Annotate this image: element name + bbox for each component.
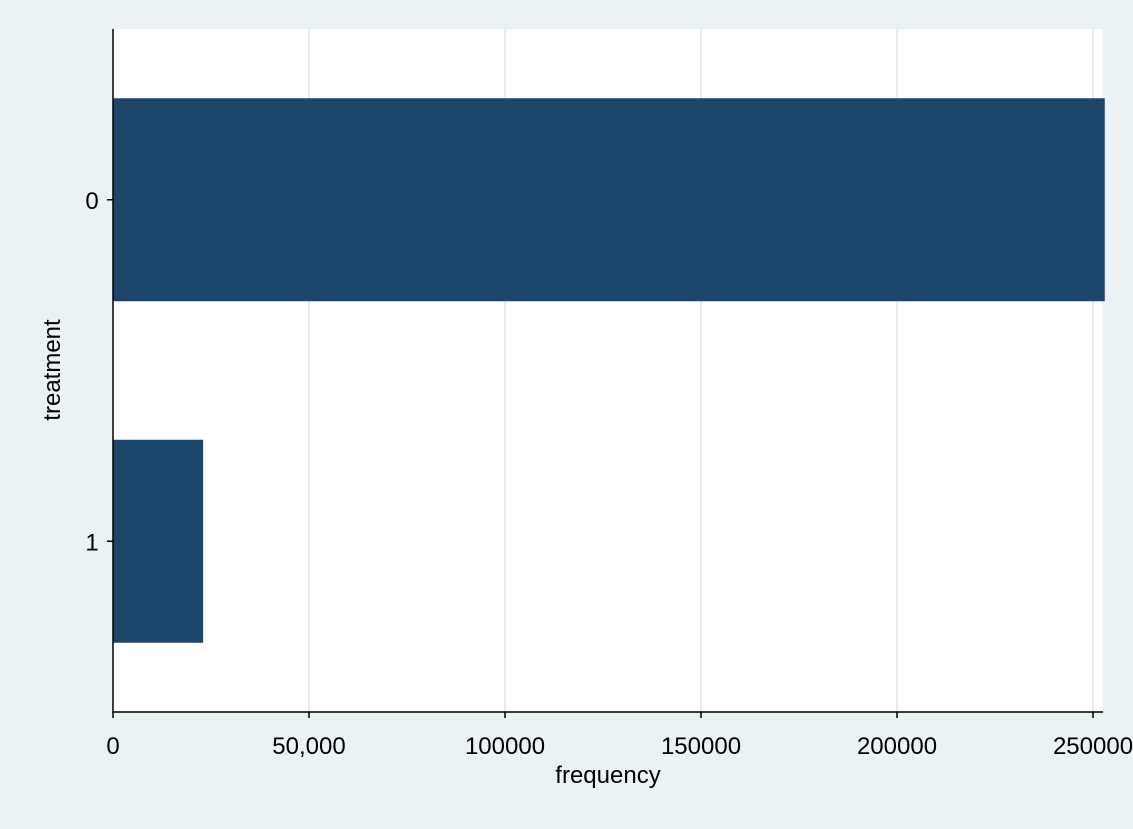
x-tick-label-4: 200000 bbox=[857, 733, 937, 760]
x-axis-title: frequency bbox=[555, 762, 660, 789]
x-tick-label-5: 250000 bbox=[1053, 733, 1133, 760]
x-tick-label-2: 100000 bbox=[465, 733, 545, 760]
tick-labels: 0 50,000 100000 150000 200000 250000 0 1 bbox=[85, 188, 1133, 760]
x-tick-label-0: 0 bbox=[106, 733, 119, 760]
bar-1 bbox=[113, 439, 204, 643]
y-axis-title: treatment bbox=[39, 319, 66, 421]
bar-0 bbox=[113, 98, 1105, 302]
y-tick-label-1: 1 bbox=[85, 529, 98, 556]
x-tick-label-3: 150000 bbox=[661, 733, 741, 760]
axes bbox=[107, 29, 1103, 718]
x-tick-label-1: 50,000 bbox=[272, 733, 345, 760]
bars bbox=[113, 98, 1105, 643]
y-tick-label-0: 0 bbox=[85, 188, 98, 215]
